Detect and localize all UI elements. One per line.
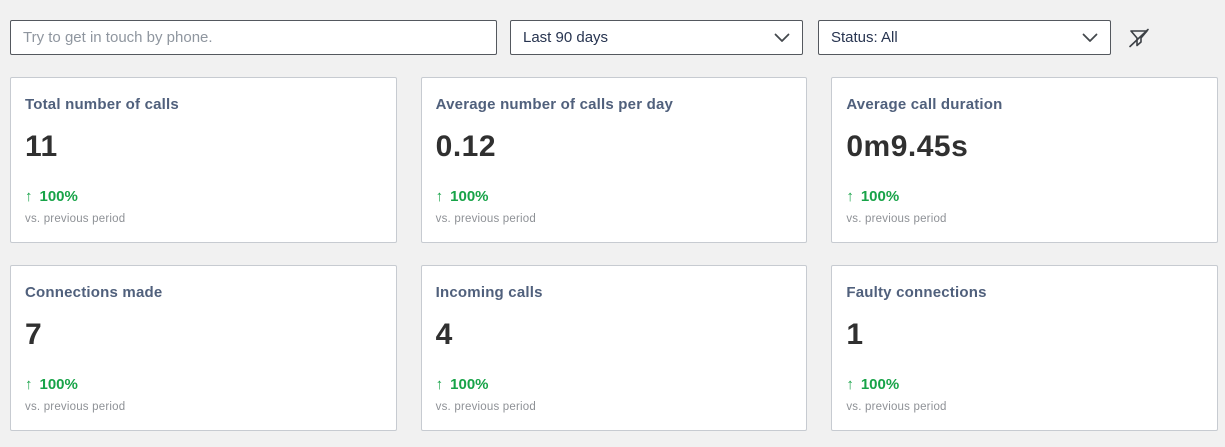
filter-off-icon <box>1129 28 1149 48</box>
stat-card-avg-call-duration: Average call duration 0m9.45s ↑ 100% vs.… <box>831 77 1218 243</box>
stats-card-grid: Total number of calls 11 ↑ 100% vs. prev… <box>10 77 1218 431</box>
filter-bar: Last 90 days Status: All <box>0 0 1225 66</box>
compare-label: vs. previous period <box>435 401 536 413</box>
stat-card-faulty-connections: Faulty connections 1 ↑ 100% vs. previous… <box>831 265 1218 431</box>
card-value: 7 <box>25 318 43 351</box>
card-title: Average number of calls per day <box>435 96 674 113</box>
card-title: Faulty connections <box>846 284 987 301</box>
card-title: Connections made <box>25 284 163 301</box>
card-value: 4 <box>435 318 453 351</box>
search-input[interactable] <box>10 20 497 55</box>
chevron-down-icon <box>774 33 790 42</box>
change-percent: 100% <box>450 188 489 205</box>
card-change: ↑ 100% <box>25 188 380 205</box>
card-value: 0.12 <box>435 130 497 163</box>
change-percent: 100% <box>450 376 489 393</box>
card-title: Incoming calls <box>435 284 543 301</box>
change-percent: 100% <box>39 188 78 205</box>
card-value: 0m9.45s <box>846 130 969 163</box>
stat-card-incoming-calls: Incoming calls 4 ↑ 100% vs. previous per… <box>420 265 808 431</box>
arrow-up-icon: ↑ <box>435 376 444 393</box>
compare-label: vs. previous period <box>25 401 126 413</box>
stat-card-connections-made: Connections made 7 ↑ 100% vs. previous p… <box>10 265 397 431</box>
arrow-up-icon: ↑ <box>846 188 854 205</box>
chevron-down-icon <box>1082 33 1098 42</box>
clear-filters-button[interactable] <box>1122 23 1156 53</box>
stat-card-total-calls: Total number of calls 11 ↑ 100% vs. prev… <box>10 77 397 243</box>
change-percent: 100% <box>860 376 900 393</box>
card-title: Average call duration <box>846 96 1003 113</box>
date-range-value: Last 90 days <box>523 29 609 46</box>
arrow-up-icon: ↑ <box>25 188 33 205</box>
compare-label: vs. previous period <box>846 213 947 225</box>
compare-label: vs. previous period <box>435 213 536 225</box>
stat-card-avg-calls-per-day: Average number of calls per day 0.12 ↑ 1… <box>420 77 808 243</box>
card-change: ↑ 100% <box>436 188 791 205</box>
status-value: Status: All <box>831 29 898 46</box>
card-title: Total number of calls <box>25 96 179 113</box>
arrow-up-icon: ↑ <box>25 376 33 393</box>
status-dropdown[interactable]: Status: All <box>818 20 1111 55</box>
compare-label: vs. previous period <box>25 213 126 225</box>
arrow-up-icon: ↑ <box>435 188 444 205</box>
date-range-dropdown[interactable]: Last 90 days <box>510 20 803 55</box>
card-change: ↑ 100% <box>846 376 1201 393</box>
card-value: 1 <box>846 318 864 351</box>
change-percent: 100% <box>860 188 900 205</box>
compare-label: vs. previous period <box>846 401 947 413</box>
card-change: ↑ 100% <box>846 188 1201 205</box>
card-change: ↑ 100% <box>436 376 791 393</box>
arrow-up-icon: ↑ <box>846 376 854 393</box>
card-change: ↑ 100% <box>25 376 380 393</box>
card-value: 11 <box>25 130 58 163</box>
change-percent: 100% <box>39 376 78 393</box>
